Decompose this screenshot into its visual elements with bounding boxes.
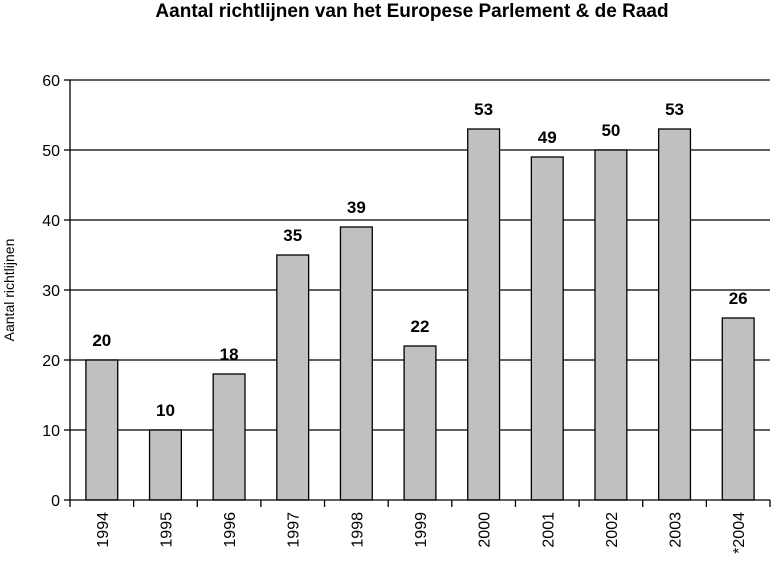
x-tick-label: 1995 (158, 512, 175, 548)
data-label: 35 (283, 226, 302, 245)
data-label: 18 (220, 345, 239, 364)
gridlines (70, 79, 770, 431)
data-label: 50 (601, 121, 620, 140)
bar (657, 128, 692, 501)
y-axis-label: Aantal richtlijnen (1, 239, 17, 342)
chart-title: Aantal richtlijnen van het Europese Parl… (155, 1, 668, 22)
data-label: 53 (474, 100, 493, 119)
y-tick-label: 10 (42, 423, 60, 440)
y-tick-label: 30 (42, 283, 60, 300)
y-tick-label: 0 (51, 493, 60, 510)
x-tick-label: 2000 (477, 512, 494, 548)
x-tick-label: 1994 (95, 512, 112, 548)
data-label: 26 (729, 289, 748, 308)
labels: 0 10 20 30 40 50 60 20 10 18 35 39 22 53 49 50 53 26 1994 1… (42, 73, 748, 554)
data-label: 22 (411, 317, 430, 336)
data-label: 53 (665, 100, 684, 119)
bar (339, 226, 373, 501)
x-tick-label: 1998 (349, 512, 366, 548)
y-tick-label: 50 (42, 143, 60, 160)
bar (467, 128, 501, 501)
data-label: 10 (156, 401, 175, 420)
x-tick-label: *2004 (731, 512, 748, 554)
data-label: 20 (92, 331, 111, 350)
x-tick-label: 1999 (413, 512, 430, 548)
data-label: 49 (538, 128, 557, 147)
y-tick-label: 40 (42, 213, 60, 230)
x-tick-label: 2001 (540, 512, 557, 548)
y-tick-label: 60 (42, 73, 60, 90)
bar (212, 373, 246, 501)
y-tick-label: 20 (42, 353, 60, 370)
bar (148, 429, 183, 501)
bar (85, 359, 119, 501)
x-tick-label: 1996 (222, 512, 239, 548)
data-label: 39 (347, 198, 366, 217)
bar (594, 149, 628, 501)
bars (85, 128, 755, 501)
bar (403, 345, 437, 501)
bar (721, 317, 755, 501)
x-tick-label: 2003 (668, 512, 685, 548)
bar (530, 156, 564, 501)
x-tick-label: 2002 (604, 512, 621, 548)
x-tick-label: 1997 (286, 512, 303, 548)
bar (276, 254, 310, 501)
axes (64, 79, 771, 507)
